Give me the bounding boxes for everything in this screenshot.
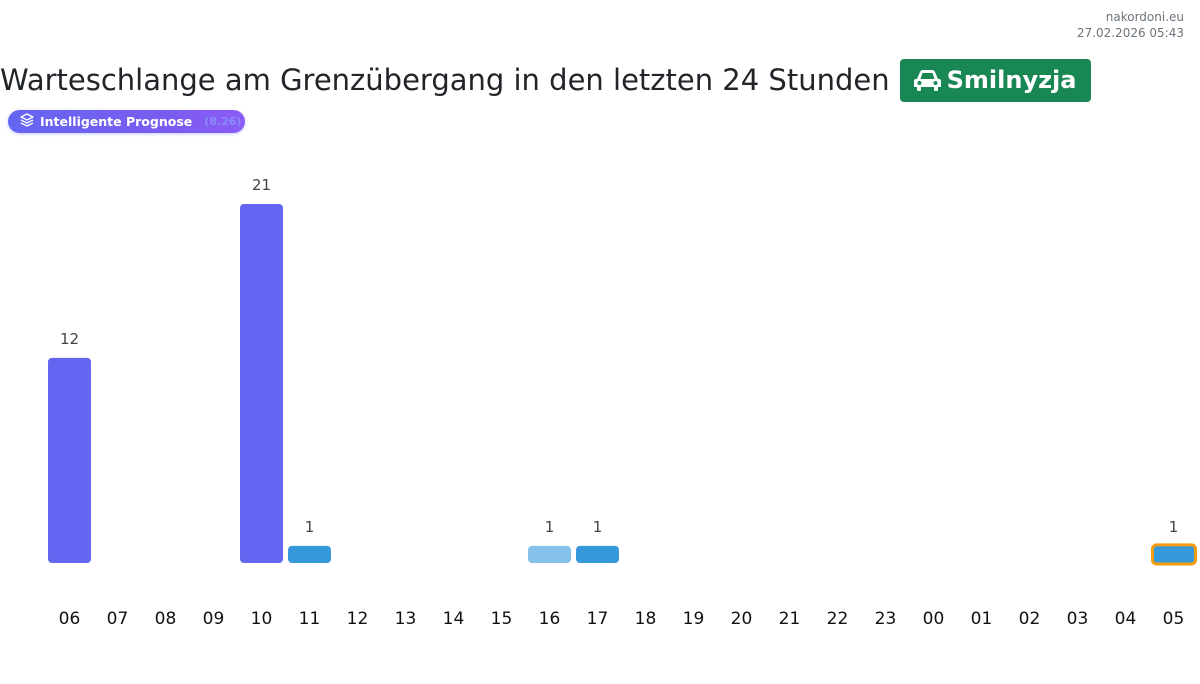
crossing-badge[interactable]: Smilnyzja (899, 58, 1092, 102)
data-label-10: 21 (252, 176, 271, 194)
car-icon (913, 69, 941, 91)
tick-label-10: 10 (251, 609, 273, 629)
tick-label-06: 06 (59, 609, 81, 629)
title-row: Warteschlange am Grenzübergang in den le… (0, 58, 1092, 102)
tick-label-23: 23 (875, 609, 897, 629)
tick-label-20: 20 (731, 609, 753, 629)
bar-17[interactable] (576, 545, 619, 563)
site-info: nakordoni.eu 27.02.2026 05:43 (1077, 9, 1184, 41)
data-label-17: 1 (593, 518, 603, 536)
data-label-06: 12 (60, 330, 79, 348)
bar-10[interactable] (240, 204, 283, 563)
tick-label-00: 00 (923, 609, 945, 629)
timestamp: 27.02.2026 05:43 (1076, 26, 1184, 40)
tick-label-17: 17 (587, 609, 609, 629)
tick-label-13: 13 (395, 609, 417, 629)
tick-label-04: 04 (1115, 609, 1137, 629)
forecast-label: Intelligente Prognose (40, 114, 193, 129)
bar-06[interactable] (48, 357, 91, 563)
tick-label-15: 15 (491, 609, 513, 629)
forecast-tag: (8.26) (204, 115, 242, 128)
crossing-name: Smilnyzja (946, 66, 1077, 94)
tick-label-02: 02 (1019, 609, 1041, 629)
layers-icon (20, 113, 34, 130)
forecast-pill[interactable]: Intelligente Prognose (8.26) (8, 110, 245, 133)
page-title: Warteschlange am Grenzübergang in den le… (0, 63, 890, 97)
tick-label-01: 01 (971, 609, 993, 629)
tick-label-08: 08 (155, 609, 177, 629)
tick-label-18: 18 (635, 609, 657, 629)
site-name: nakordoni.eu (1105, 10, 1184, 24)
tick-label-11: 11 (299, 609, 321, 629)
bar-16[interactable] (528, 545, 571, 563)
data-label-11: 1 (305, 518, 315, 536)
tick-label-12: 12 (347, 609, 369, 629)
tick-label-21: 21 (779, 609, 801, 629)
tick-label-19: 19 (683, 609, 705, 629)
tick-label-14: 14 (443, 609, 465, 629)
tick-label-05: 05 (1163, 609, 1185, 629)
tick-label-03: 03 (1067, 609, 1089, 629)
tick-label-09: 09 (203, 609, 225, 629)
bar-05[interactable] (1151, 543, 1197, 566)
data-label-16: 1 (545, 518, 555, 536)
data-label-05: 1 (1169, 518, 1179, 536)
tick-label-16: 16 (539, 609, 561, 629)
tick-label-22: 22 (827, 609, 849, 629)
tick-label-07: 07 (107, 609, 129, 629)
bar-11[interactable] (288, 545, 331, 563)
